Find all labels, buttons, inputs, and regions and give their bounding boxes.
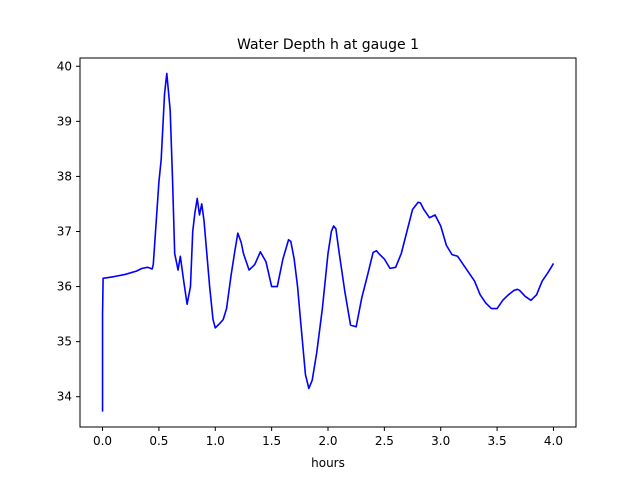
x-tick-label: 3.0: [431, 434, 450, 448]
plot-area: [101, 72, 555, 412]
y-tick-label: 37: [57, 224, 72, 238]
x-tick-label: 3.5: [488, 434, 507, 448]
x-tick-label: 1.0: [206, 434, 225, 448]
x-tick-label: 2.5: [375, 434, 394, 448]
series-line-0: [101, 72, 555, 412]
x-axis-label: hours: [311, 456, 345, 470]
y-axis: 34 35 36 37 38 39 40: [57, 59, 80, 404]
chart-title: Water Depth h at gauge 1: [237, 37, 419, 53]
y-tick-label: 34: [57, 390, 72, 404]
y-tick-label: 39: [57, 114, 72, 128]
x-tick-label: 4.0: [544, 434, 563, 448]
x-axis: 0.0 0.5 1.0 1.5 2.0 2.5 3.0 3.5 4.0: [93, 427, 563, 448]
x-tick-label: 2.0: [318, 434, 337, 448]
y-tick-label: 36: [57, 280, 72, 294]
x-tick-label: 0.0: [93, 434, 112, 448]
x-tick-label: 0.5: [149, 434, 168, 448]
y-tick-label: 38: [57, 169, 72, 183]
y-tick-label: 35: [57, 335, 72, 349]
x-tick-label: 1.5: [262, 434, 281, 448]
y-tick-label: 40: [57, 59, 72, 73]
